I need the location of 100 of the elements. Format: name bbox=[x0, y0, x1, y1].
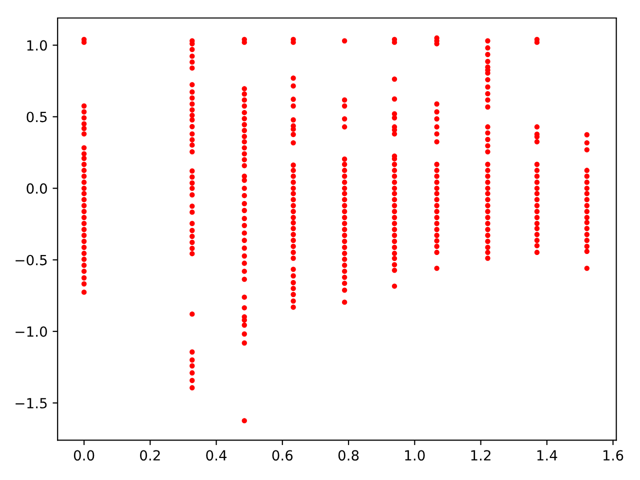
x-tick-label: 0.4 bbox=[206, 450, 227, 461]
point bbox=[190, 349, 195, 355]
point bbox=[534, 238, 540, 243]
point bbox=[342, 116, 348, 122]
point bbox=[290, 132, 296, 138]
point bbox=[584, 203, 590, 208]
y-tick-label: −0.5 bbox=[16, 254, 47, 266]
point bbox=[392, 284, 398, 289]
x-tick-label: 0.0 bbox=[74, 450, 94, 461]
point bbox=[485, 149, 490, 154]
point bbox=[242, 201, 247, 206]
point bbox=[534, 124, 540, 130]
point bbox=[290, 298, 296, 304]
point bbox=[584, 220, 590, 226]
point bbox=[242, 331, 247, 337]
point bbox=[534, 250, 540, 256]
x-tick-label: 1.0 bbox=[405, 450, 425, 461]
point bbox=[342, 268, 348, 274]
point bbox=[342, 250, 348, 256]
point bbox=[392, 180, 398, 185]
point bbox=[392, 162, 398, 167]
point bbox=[290, 250, 296, 256]
point bbox=[342, 220, 348, 226]
point bbox=[485, 226, 490, 232]
point bbox=[242, 268, 247, 274]
point bbox=[434, 226, 440, 232]
point bbox=[242, 91, 247, 97]
point bbox=[342, 238, 348, 244]
point bbox=[392, 115, 398, 120]
point bbox=[81, 275, 87, 280]
point bbox=[190, 378, 195, 384]
point bbox=[534, 168, 540, 174]
point bbox=[434, 238, 440, 244]
point bbox=[534, 232, 540, 238]
point bbox=[434, 116, 440, 122]
point bbox=[485, 45, 490, 51]
x-tick-label: 0.6 bbox=[272, 450, 293, 461]
point bbox=[190, 311, 195, 317]
point bbox=[342, 208, 348, 214]
point bbox=[485, 84, 490, 90]
point bbox=[534, 139, 540, 144]
point bbox=[434, 180, 440, 185]
point bbox=[290, 203, 296, 208]
point bbox=[342, 244, 348, 250]
point bbox=[485, 136, 490, 142]
point bbox=[342, 256, 348, 262]
point bbox=[242, 139, 247, 144]
point bbox=[81, 103, 87, 109]
x-tick-label: 1.4 bbox=[537, 450, 558, 460]
point bbox=[534, 162, 540, 167]
point bbox=[190, 54, 195, 59]
point bbox=[81, 244, 87, 250]
point bbox=[434, 131, 440, 137]
point bbox=[392, 174, 398, 179]
point bbox=[242, 305, 247, 310]
point bbox=[81, 203, 87, 208]
point bbox=[584, 197, 590, 202]
point bbox=[392, 96, 398, 102]
point bbox=[290, 140, 296, 146]
point bbox=[190, 101, 195, 107]
point bbox=[242, 186, 247, 191]
point bbox=[485, 238, 490, 244]
point bbox=[290, 103, 296, 109]
point bbox=[534, 220, 540, 226]
point bbox=[81, 197, 87, 202]
point bbox=[342, 214, 348, 220]
point bbox=[485, 220, 490, 226]
point bbox=[290, 244, 296, 249]
point bbox=[584, 244, 590, 249]
point bbox=[392, 190, 398, 196]
point bbox=[81, 131, 87, 137]
point bbox=[290, 168, 296, 174]
point bbox=[190, 89, 195, 95]
point bbox=[434, 244, 440, 249]
point bbox=[290, 280, 296, 286]
point bbox=[434, 232, 440, 238]
point bbox=[242, 246, 247, 251]
y-tick-label: −1.5 bbox=[16, 398, 47, 408]
point bbox=[342, 103, 348, 109]
point bbox=[434, 197, 440, 202]
point bbox=[242, 192, 247, 198]
point bbox=[584, 190, 590, 196]
point bbox=[190, 251, 195, 256]
point bbox=[242, 163, 247, 168]
point bbox=[434, 174, 440, 179]
point bbox=[584, 147, 590, 152]
point bbox=[434, 139, 440, 144]
point bbox=[485, 58, 490, 64]
point bbox=[584, 232, 590, 238]
point bbox=[290, 162, 296, 168]
point bbox=[81, 145, 87, 150]
point bbox=[190, 385, 195, 390]
point bbox=[290, 304, 296, 310]
point bbox=[392, 226, 398, 232]
point bbox=[242, 294, 247, 300]
point bbox=[242, 110, 247, 116]
point bbox=[81, 121, 87, 126]
point bbox=[81, 174, 87, 179]
point bbox=[290, 232, 296, 238]
point bbox=[584, 180, 590, 185]
